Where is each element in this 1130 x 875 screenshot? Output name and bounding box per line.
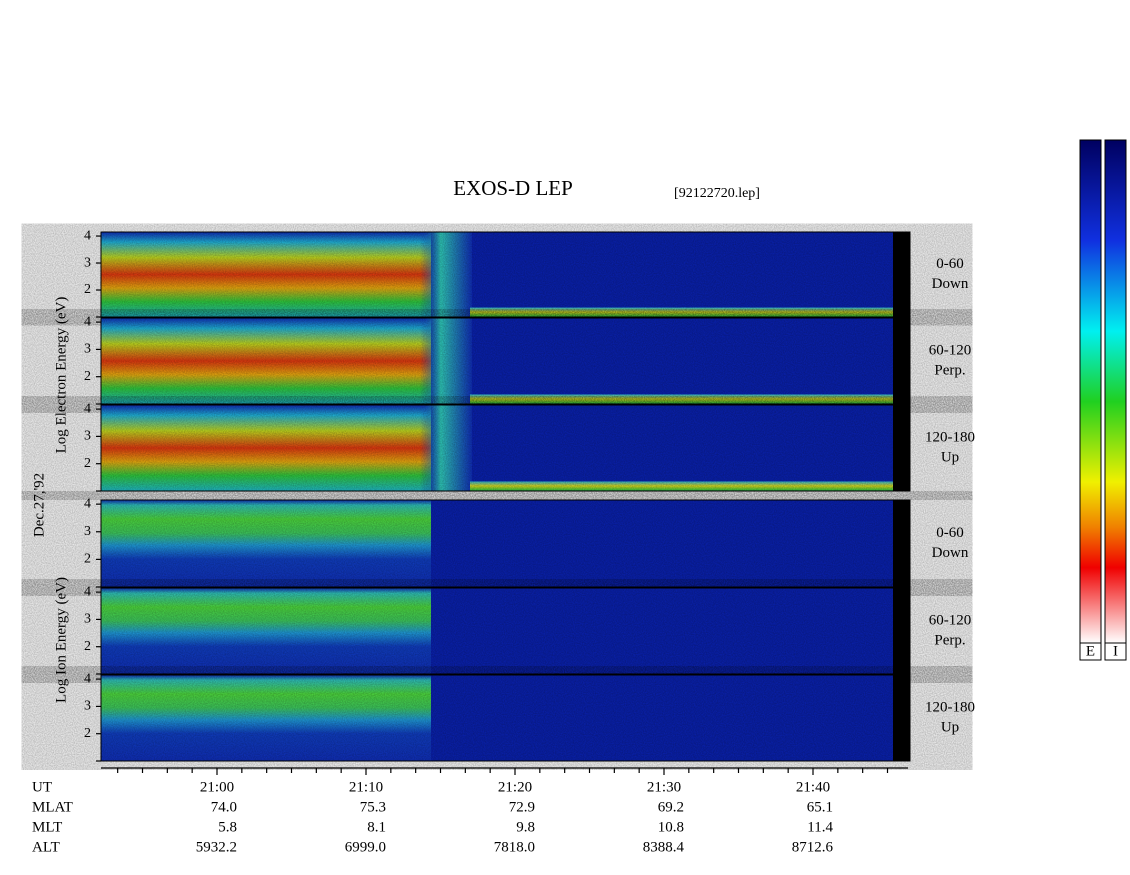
ion-axis-label: Log Ion Energy (eV) xyxy=(53,577,69,703)
panel-edge xyxy=(893,318,910,404)
y-tick-label: 4 xyxy=(84,671,91,686)
pitch-label: 60-120 xyxy=(929,342,972,358)
spectrograms: 2 3 4 0-60 Down 2 3 4 60-120 Perp. 2 3 4 120-180 Up 2 3 4… xyxy=(84,228,975,762)
row-value: 5.8 xyxy=(218,819,237,835)
file-name: [92122720.lep] xyxy=(674,186,760,201)
row-value: 7818.0 xyxy=(494,839,535,855)
y-tick-label: 2 xyxy=(84,369,91,384)
row-value: 21:40 xyxy=(796,779,830,795)
row-value: 21:20 xyxy=(498,779,532,795)
date: Dec.27,'92 xyxy=(31,473,47,537)
row-value: 8712.6 xyxy=(792,839,834,855)
row-value: 21:30 xyxy=(647,779,681,795)
row-value: 9.8 xyxy=(516,819,535,835)
colorbar xyxy=(1104,139,1127,644)
panel-frame xyxy=(100,317,911,405)
direction-label: Up xyxy=(941,719,959,735)
panel-frame xyxy=(100,231,911,318)
panel-edge xyxy=(893,675,910,761)
pitch-label: 60-120 xyxy=(929,612,972,628)
row-value: 11.4 xyxy=(807,819,833,835)
row-value: 69.2 xyxy=(658,799,684,815)
direction-label: Perp. xyxy=(934,362,965,378)
panel-frame xyxy=(100,674,911,762)
texture xyxy=(101,588,893,674)
row-value: 6999.0 xyxy=(345,839,386,855)
row-label: UT xyxy=(32,779,52,795)
row-value: 5932.2 xyxy=(196,839,237,855)
y-tick-label: 4 xyxy=(84,401,91,416)
y-tick-label: 3 xyxy=(84,524,91,539)
direction-label: Perp. xyxy=(934,632,965,648)
y-tick-label: 4 xyxy=(84,584,91,599)
row-value: 21:00 xyxy=(200,779,234,795)
texture xyxy=(101,500,893,587)
time-axis: UT 21:00 21:10 21:20 21:30 21:40 MLAT 74.0 75.3 7… xyxy=(32,767,908,855)
row-value: 75.3 xyxy=(360,799,386,815)
row-label: MLT xyxy=(32,819,62,835)
y-tick-label: 3 xyxy=(84,342,91,357)
y-tick-label: 2 xyxy=(84,552,91,567)
row-value: 8388.4 xyxy=(643,839,685,855)
direction-label: Down xyxy=(932,545,969,561)
title: EXOS-D LEP xyxy=(453,176,573,200)
y-tick-label: 3 xyxy=(84,699,91,714)
y-tick-label: 3 xyxy=(84,255,91,270)
row-label: ALT xyxy=(32,839,60,855)
panel-frame xyxy=(100,499,911,588)
electron-axis-label: Log Electron Energy (eV) xyxy=(53,297,69,454)
panel-frame xyxy=(100,404,911,492)
colorbar xyxy=(1079,139,1102,644)
colorbar-label: E xyxy=(1086,643,1095,659)
panel-edge xyxy=(893,232,910,317)
pitch-label: 120-180 xyxy=(925,699,975,715)
pitch-label: 0-60 xyxy=(936,256,964,272)
row-value: 72.9 xyxy=(509,799,535,815)
texture xyxy=(101,232,893,317)
y-tick-label: 4 xyxy=(84,228,91,243)
texture xyxy=(101,405,893,491)
panel-edge xyxy=(893,588,910,674)
panel-frame xyxy=(100,587,911,675)
row-value: 10.8 xyxy=(658,819,684,835)
row-value: 21:10 xyxy=(349,779,383,795)
y-tick-label: 2 xyxy=(84,282,91,297)
y-tick-label: 4 xyxy=(84,496,91,511)
row-value: 8.1 xyxy=(367,819,386,835)
panel-edge xyxy=(893,500,910,587)
y-tick-label: 4 xyxy=(84,314,91,329)
texture xyxy=(101,675,893,761)
colorbar-label: I xyxy=(1113,643,1118,659)
direction-label: Down xyxy=(932,276,969,292)
row-value: 65.1 xyxy=(807,799,833,815)
colorbar-label-box xyxy=(1104,642,1127,661)
pitch-label: 0-60 xyxy=(936,525,964,541)
panel-edge xyxy=(893,405,910,491)
colorbar-label-box xyxy=(1079,642,1102,661)
pitch-label: 120-180 xyxy=(925,429,975,445)
y-tick-label: 2 xyxy=(84,456,91,471)
y-tick-label: 2 xyxy=(84,639,91,654)
y-tick-label: 3 xyxy=(84,612,91,627)
y-tick-label: 3 xyxy=(84,429,91,444)
texture xyxy=(101,318,893,404)
direction-label: Up xyxy=(941,449,959,465)
y-tick-label: 2 xyxy=(84,726,91,741)
row-label: MLAT xyxy=(32,799,73,815)
row-value: 74.0 xyxy=(211,799,237,815)
